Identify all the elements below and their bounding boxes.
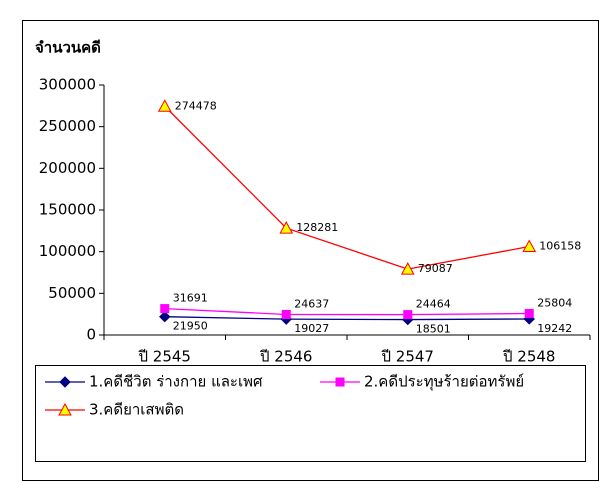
data-label: 24464 (416, 298, 451, 311)
y-tick-label: 0 (86, 326, 96, 344)
data-label: 274478 (175, 99, 217, 112)
data-point (403, 310, 413, 320)
x-tick-label: ปี 2547 (381, 348, 434, 366)
data-point (279, 221, 294, 234)
data-label: 21950 (173, 320, 208, 333)
x-tick-label: ปี 2548 (502, 348, 555, 366)
data-point (522, 239, 537, 253)
data-label: 25804 (537, 296, 572, 309)
y-tick-label: 150000 (39, 201, 96, 219)
data-label: 19242 (537, 322, 572, 335)
data-point (160, 304, 170, 314)
series-line (164, 105, 530, 270)
data-label: 19027 (294, 322, 329, 335)
y-axis-title: จำนวนคดี (35, 39, 101, 57)
data-label: 106158 (539, 240, 581, 253)
data-label: 24637 (294, 297, 329, 310)
legend-label: 2.คดีประทุษร้ายต่อทรัพย์ (364, 373, 524, 392)
legend-marker (59, 376, 71, 388)
data-point (400, 262, 415, 275)
y-tick-label: 200000 (39, 159, 96, 177)
data-label: 31691 (173, 292, 208, 305)
y-tick-label: 250000 (39, 117, 96, 135)
data-point (159, 311, 171, 323)
data-point (524, 308, 534, 318)
y-tick-label: 300000 (39, 76, 96, 94)
legend-box (35, 365, 586, 462)
data-label: 79087 (418, 262, 453, 275)
data-label: 18501 (416, 323, 451, 336)
legend-label: 3.คดียาเสพติด (89, 401, 184, 419)
x-tick-label: ปี 2545 (138, 348, 191, 366)
chart-border (22, 20, 599, 481)
legend-label: 1.คดีชีวิต ร่างกาย และเพศ (89, 373, 263, 391)
legend-marker (58, 402, 72, 416)
y-tick-label: 50000 (48, 284, 96, 302)
x-tick-label: ปี 2546 (259, 348, 312, 366)
series-line (164, 316, 530, 321)
data-label: 128281 (296, 221, 338, 234)
y-tick-label: 100000 (39, 242, 96, 260)
legend-marker (335, 377, 345, 387)
data-point (157, 99, 172, 112)
series-line (164, 307, 530, 316)
data-point (281, 309, 291, 319)
